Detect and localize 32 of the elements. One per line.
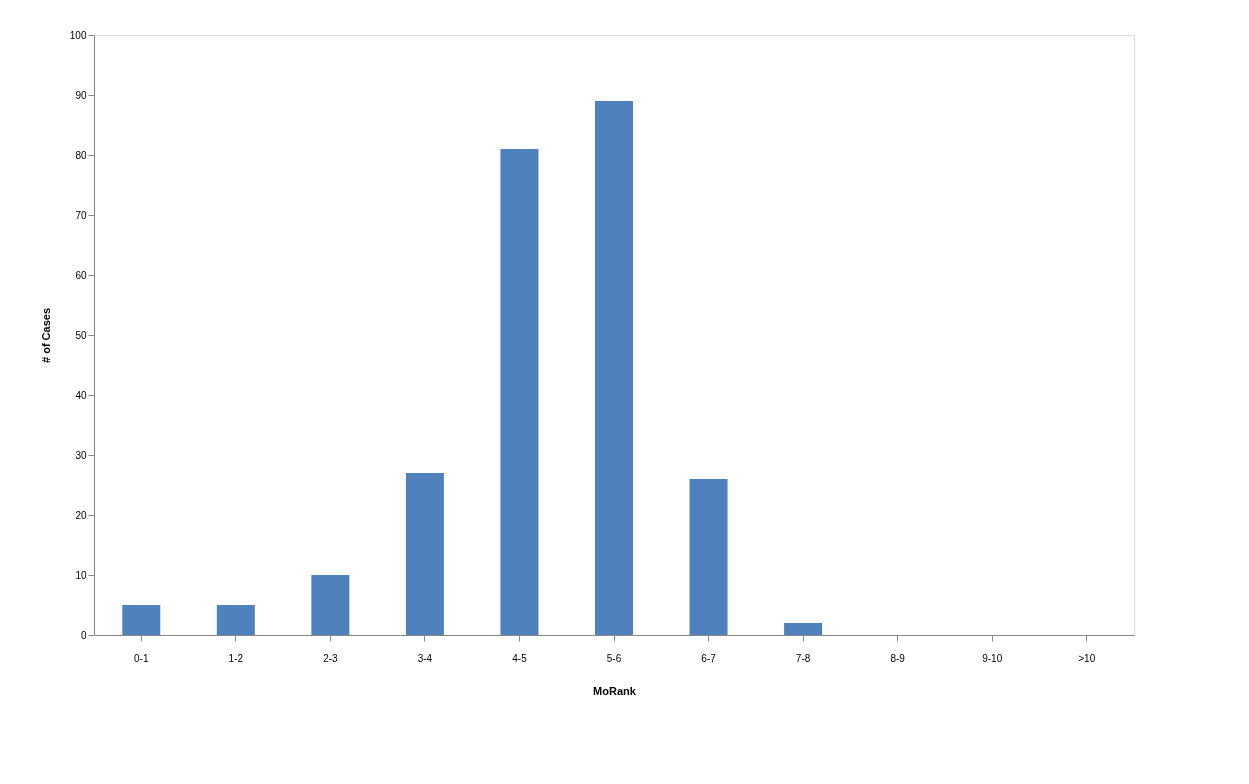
bar (405, 473, 444, 635)
x-tick-label: >10 (1078, 652, 1096, 664)
y-axis-title: # of Cases (39, 307, 52, 364)
x-axis-title: MoRank (593, 684, 637, 697)
bar (216, 605, 255, 635)
x-tick-label: 0-1 (134, 652, 149, 664)
y-tick-label: 0 (80, 629, 87, 641)
bar (784, 623, 823, 635)
y-tick-label: 90 (75, 89, 87, 101)
x-tick-label: 6-7 (701, 652, 717, 664)
bar (311, 575, 350, 635)
x-tick-label: 5-6 (606, 652, 622, 664)
y-tick-label: 40 (75, 389, 87, 401)
y-tick-label: 60 (75, 269, 87, 281)
bar (500, 149, 539, 635)
y-tick-label: 20 (75, 509, 87, 521)
x-tick-label: 8-9 (890, 652, 906, 664)
y-tick-label: 70 (75, 209, 87, 221)
y-tick-label: 80 (75, 149, 87, 161)
x-tick-label: 9-10 (982, 652, 1003, 664)
bar (595, 101, 633, 635)
bar (689, 479, 728, 635)
x-tick-label: 4-5 (512, 652, 528, 664)
y-tick-label: 30 (75, 449, 87, 461)
y-tick-label: 10 (75, 569, 87, 581)
x-tick-label: 3-4 (417, 652, 433, 664)
y-tick-label: 100 (69, 29, 87, 41)
x-tick-label: 7-8 (795, 652, 811, 664)
x-tick-label: 1-2 (228, 652, 244, 664)
x-tick-label: 2-3 (323, 652, 339, 664)
bar (122, 605, 161, 635)
y-tick-label: 50 (75, 329, 87, 341)
